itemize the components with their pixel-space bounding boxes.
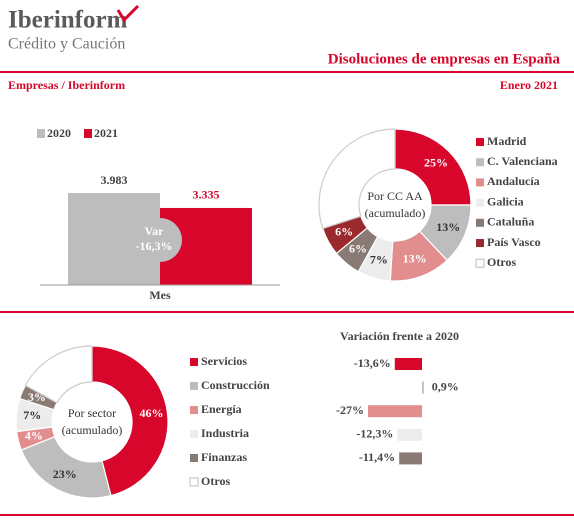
legend-swatch — [476, 198, 484, 207]
value-label: 7% — [370, 252, 388, 266]
source: Empresas / Iberinform — [8, 78, 125, 92]
value-label: 25% — [424, 156, 448, 170]
legend-swatch — [190, 430, 198, 438]
value-label: 46% — [140, 406, 164, 420]
legend-label: Galicia — [487, 194, 524, 208]
legend-label: Madrid — [487, 134, 527, 148]
legend-swatch — [476, 158, 484, 167]
bar — [368, 405, 422, 418]
pie-slice — [318, 128, 396, 230]
logo: Iberinform — [8, 7, 128, 34]
date: Enero 2021 — [500, 78, 558, 92]
value-label: -12,3% — [356, 427, 393, 441]
legend-swatch — [189, 477, 199, 487]
legend-label: Otros — [487, 255, 516, 269]
footer-rule — [0, 514, 574, 516]
section-rule — [0, 311, 574, 313]
value-label: -13,6% — [354, 356, 391, 370]
pie-slice — [91, 345, 169, 497]
value-label: 13% — [436, 220, 460, 234]
legend-label: Finanzas — [201, 450, 247, 464]
legend-swatch — [190, 454, 198, 462]
pie-slice — [20, 435, 112, 499]
legend-swatch — [476, 178, 484, 187]
pie-slice — [24, 345, 93, 404]
legend-swatch — [476, 138, 484, 146]
legend-label: País Vasco — [487, 235, 541, 249]
legend-label: Cataluña — [487, 215, 534, 229]
legend-label: Industria — [201, 426, 249, 440]
bar — [422, 381, 424, 394]
legend-label: Otros — [201, 474, 230, 488]
center-text: (acumulado) — [365, 206, 426, 220]
center-text: (acumulado) — [62, 423, 123, 437]
legend-label: 2020 — [47, 126, 71, 140]
legend-label: C. Valenciana — [487, 154, 558, 168]
page-title: Disoluciones de empresas en España — [328, 51, 561, 67]
value-label: 0,9% — [432, 379, 459, 393]
logo-mark — [116, 4, 140, 23]
value-label: 6% — [349, 241, 367, 255]
legend-swatch — [84, 129, 92, 138]
value-label: 6% — [335, 225, 353, 239]
x-tick-label: Mes — [149, 288, 171, 302]
value-label: 4% — [25, 429, 43, 443]
chart-title: Variación frente a 2020 — [340, 329, 459, 343]
legend-swatch — [476, 239, 484, 247]
legend-swatch — [476, 218, 484, 227]
legend-label: Construcción — [201, 378, 270, 392]
value-label: 7% — [23, 408, 41, 422]
legend-label: Servicios — [201, 354, 247, 368]
value-label: -11,4% — [359, 450, 395, 464]
legend-swatch — [475, 258, 485, 268]
legend-label: Energía — [201, 402, 242, 416]
bar — [397, 428, 422, 441]
tagline: Crédito y Caución — [8, 36, 125, 53]
value-label: 13% — [403, 251, 427, 265]
center-text: Por CC AA — [367, 189, 423, 203]
legend-swatch — [190, 406, 198, 414]
annotation: Var — [145, 224, 165, 238]
header-rule — [0, 71, 574, 73]
var-badge — [138, 218, 182, 262]
legend-swatch — [37, 129, 45, 138]
legend-label: 2021 — [94, 126, 118, 140]
value-label: 23% — [53, 467, 77, 481]
bar — [399, 452, 422, 465]
bar — [394, 358, 422, 370]
value-label: -27% — [336, 403, 364, 417]
value-label: 3.983 — [101, 173, 128, 187]
pie-slice — [394, 128, 472, 206]
annotation: -16,3% — [136, 239, 173, 253]
legend-label: Andalucía — [487, 174, 540, 188]
center-text: Por sector — [68, 406, 116, 420]
value-label: 3.335 — [193, 188, 220, 202]
legend-swatch — [190, 358, 198, 366]
legend-swatch — [190, 382, 198, 390]
